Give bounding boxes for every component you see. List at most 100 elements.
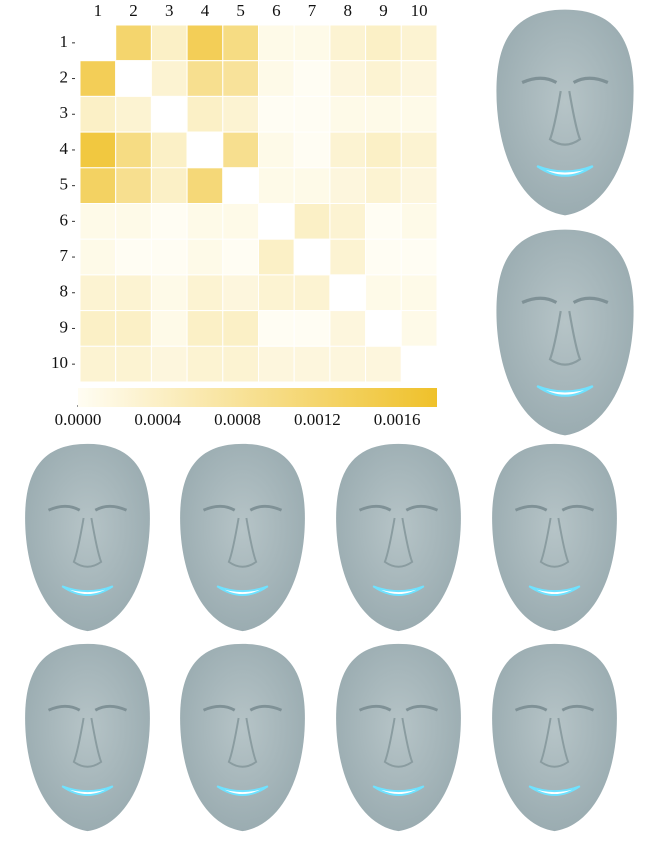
face-render [178,442,307,633]
heat-cell [186,310,224,347]
heat-cell [115,274,152,312]
heat-cell [222,203,260,240]
colorbar-tick-label: 0.0000 [55,410,102,429]
colorbar-tick-label: 0.0012 [294,410,341,429]
heat-cell [365,345,402,383]
heat-cell [150,274,188,312]
heat-cell [329,131,367,169]
heat-cell [115,131,152,169]
heat-cell [258,60,295,97]
heat-cell [329,203,367,240]
heat-cell [150,167,188,205]
heat-cell [293,95,331,133]
heat-cell [79,24,117,62]
heat-cell [293,238,331,276]
heat-cell [115,24,152,62]
heat-cell [150,238,188,276]
heat-cell [329,274,367,312]
heat-cell [222,24,260,62]
heat-cell [329,24,367,62]
face-render [490,642,619,833]
heat-cell [365,24,402,62]
heat-cell [222,167,260,205]
y-tick-label: 10 [51,353,68,372]
x-tick-label: 5 [236,1,245,20]
heat-cell [115,95,152,133]
heat-cell [186,131,224,169]
face-render [490,442,619,633]
x-tick-label: 4 [201,1,210,20]
y-tick-label: 5 [60,175,69,194]
heat-cell [258,167,295,205]
heat-cell [150,60,188,97]
heat-cell [329,310,367,347]
heat-cell [79,345,117,383]
y-tick-label: 8 [60,282,69,301]
heat-cell [258,203,295,240]
heat-cell [222,60,260,97]
heat-cell [258,24,295,62]
heat-cell [293,60,331,97]
heat-cell [400,167,438,205]
heat-cell [150,24,188,62]
heat-cell [186,203,224,240]
heat-cell [222,95,260,133]
heat-cell [79,60,117,97]
y-tick-label: 2 [60,67,69,86]
heat-cell [400,24,438,62]
heat-cell [329,345,367,383]
face-render [334,642,463,833]
heat-cell [150,131,188,169]
colorbar [78,388,437,407]
heat-cell [222,310,260,347]
heat-cell [329,60,367,97]
face-render [178,642,307,833]
heat-cell [79,95,117,133]
heat-cell [115,60,152,97]
x-tick-label: 1 [94,1,103,20]
x-tick-label: 3 [165,1,174,20]
heat-cell [293,310,331,347]
heat-cell [222,238,260,276]
heat-cell [400,95,438,133]
x-tick-label: 8 [344,1,353,20]
heat-cell [365,131,402,169]
x-tick-label: 7 [308,1,317,20]
heat-cell [400,203,438,240]
heatmap: 1 2 3 4 5 6 7 8 9 10 1 2 3 4 5 6 7 8 9 10 0.0000 0.0004 0.0008… [51,1,438,429]
x-tick-label: 6 [272,1,281,20]
heat-cell [79,238,117,276]
heat-cell [365,310,402,347]
heat-cell [365,274,402,312]
heat-cell [258,238,295,276]
heat-cell [258,131,295,169]
heat-cell [186,274,224,312]
heat-cell [400,274,438,312]
face-render [23,642,152,833]
y-tick-label: 9 [60,317,69,336]
heat-cell [329,238,367,276]
heat-cell [222,274,260,312]
y-tick-label: 7 [60,246,69,265]
heat-cell [258,274,295,312]
heat-cell [365,95,402,133]
heat-cell [115,238,152,276]
heat-cell [115,345,152,383]
heat-cell [293,203,331,240]
heat-cell [365,238,402,276]
heat-cell [258,310,295,347]
heat-cell [293,131,331,169]
heat-cell [186,167,224,205]
face-render [23,442,152,633]
heat-cell [258,95,295,133]
heat-cell [258,345,295,383]
heat-cell [222,131,260,169]
heat-cell [400,345,438,383]
x-tick-label: 2 [129,1,138,20]
heat-cell [115,203,152,240]
heat-cell [293,274,331,312]
x-tick-label: 9 [379,1,388,20]
heat-cell [150,203,188,240]
face-render [334,442,463,633]
